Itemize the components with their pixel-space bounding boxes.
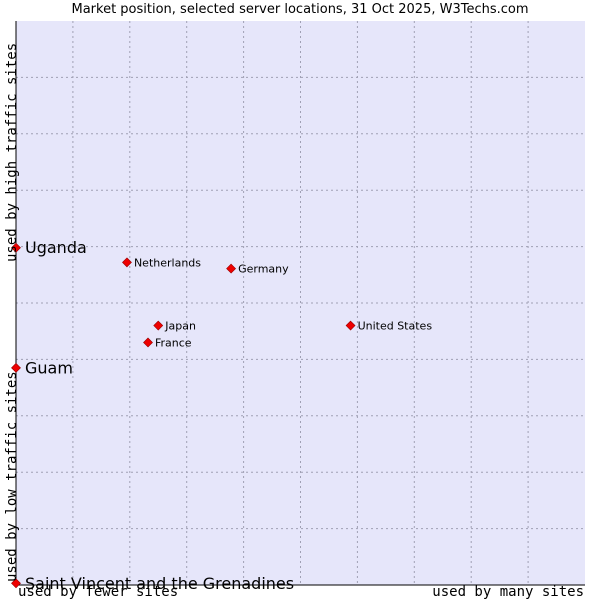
- point-marker: [11, 242, 21, 253]
- point-marker: [153, 320, 164, 331]
- point-label: Uganda: [25, 238, 87, 257]
- point-marker: [122, 257, 132, 268]
- point-label: Saint Vincent and the Grenadines: [25, 574, 294, 593]
- x-axis-label-right: used by many sites: [432, 584, 584, 600]
- x-axis-label-left: used by fewer sites: [18, 584, 179, 600]
- data-point: Japan: [153, 320, 196, 333]
- data-point: Netherlands: [122, 256, 201, 269]
- chart-title: Market position, selected server locatio…: [71, 2, 529, 17]
- y-axis-label-top: used by high traffic sites: [4, 42, 20, 262]
- data-point: Guam: [11, 358, 73, 377]
- point-label: Netherlands: [134, 256, 201, 269]
- data-point: Germany: [226, 263, 289, 276]
- point-marker: [11, 578, 21, 589]
- grid-lines: [16, 21, 585, 585]
- data-point: United States: [345, 320, 433, 333]
- point-marker: [345, 320, 356, 331]
- data-point: France: [143, 336, 192, 349]
- data-point: Uganda: [11, 238, 87, 257]
- point-label: Germany: [238, 263, 289, 276]
- point-marker: [143, 337, 153, 348]
- point-label: Japan: [164, 320, 196, 333]
- point-marker: [226, 263, 237, 274]
- point-label: Guam: [25, 358, 73, 377]
- point-label: France: [155, 336, 192, 349]
- data-points: Uganda Guam Saint Vincent and the Grenadin…: [11, 238, 433, 593]
- point-label: United States: [358, 320, 433, 333]
- point-marker: [11, 362, 21, 373]
- data-point: Saint Vincent and the Grenadines: [11, 574, 294, 593]
- y-axis-label-bottom: used by low traffic sites: [4, 371, 20, 582]
